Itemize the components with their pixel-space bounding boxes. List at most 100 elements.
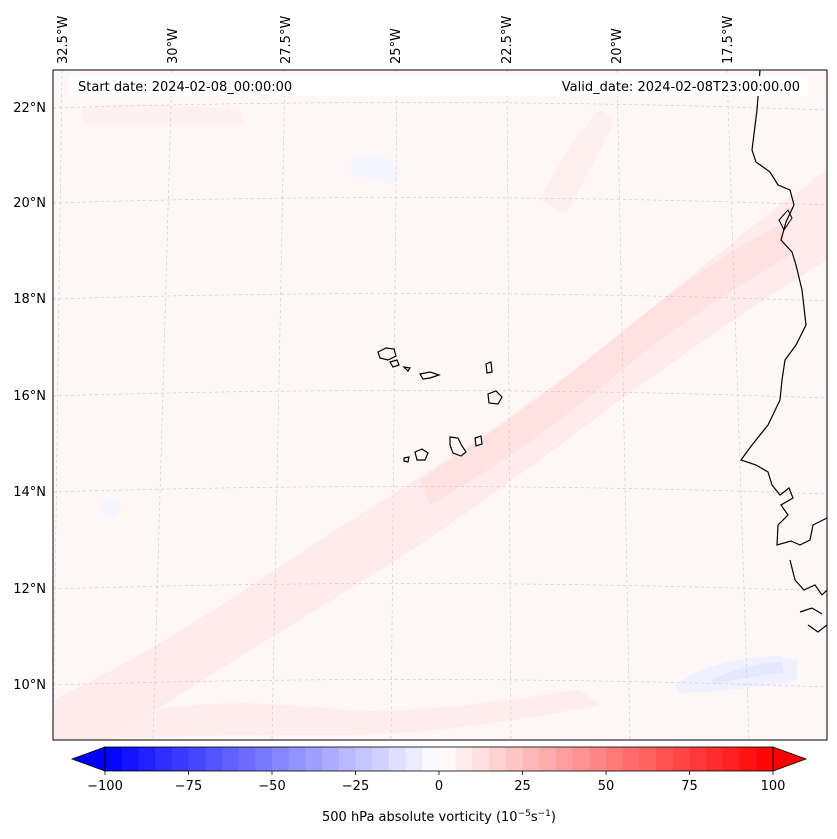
island-santo-antao <box>377 347 397 361</box>
lon-gridline-20 <box>616 70 631 740</box>
colorbar-segment <box>171 747 189 771</box>
colorbar-segment <box>706 747 724 771</box>
colorbar-segment <box>338 747 356 771</box>
negative-vorticity-west <box>100 498 122 520</box>
lon-gridline-32-5 <box>53 70 63 740</box>
lon-label-22-5: 22.5°W <box>500 16 515 64</box>
colorbar-segment <box>555 747 573 771</box>
latitude-labels: 22°N 20°N 18°N 16°N 14°N 12°N 10°N <box>13 101 46 693</box>
colorbar-segment <box>238 747 256 771</box>
island-santa-luzia <box>402 366 412 372</box>
lat-label-16: 16°N <box>13 389 46 404</box>
colorbar-segment <box>672 747 690 771</box>
lat-gridline-16 <box>53 390 827 399</box>
lon-label-30: 30°W <box>166 28 181 64</box>
colorbar-segment <box>288 747 306 771</box>
colorbar-segment <box>422 747 440 771</box>
coastline-inlet <box>778 209 793 231</box>
valid-date-text: Valid_date: 2024-02-08T23:00:00.00 <box>562 80 800 95</box>
lon-label-25: 25°W <box>389 28 404 64</box>
colorbar-tick-label: 50 <box>598 779 615 794</box>
island-sao-nicolau <box>419 371 441 380</box>
colorbar-segment <box>622 747 640 771</box>
lon-gridline-17-5 <box>726 70 750 740</box>
colorbar-segment <box>739 747 757 771</box>
island-boa-vista <box>487 390 503 405</box>
colorbar-segment <box>121 747 139 771</box>
lon-gridline-25 <box>390 70 398 740</box>
colorbar-segment <box>372 747 390 771</box>
island-maio <box>474 435 483 447</box>
colorbar-tick-label: 100 <box>761 779 786 794</box>
lat-gridline-22 <box>53 102 827 111</box>
colorbar-segment <box>455 747 473 771</box>
colorbar-segment <box>472 747 490 771</box>
lat-gridline-14 <box>53 486 827 495</box>
colorbar-segment <box>188 747 206 771</box>
colorbar-segments <box>105 747 774 771</box>
positive-vorticity-north <box>80 104 245 125</box>
positive-vorticity-strip <box>540 110 615 215</box>
colorbar-label: 500 hPa absolute vorticity (10−5s−1) <box>322 809 556 825</box>
colorbar-extend-low <box>70 746 106 772</box>
lon-label-32-5: 32.5°W <box>56 16 71 64</box>
colorbar-segment <box>221 747 239 771</box>
colorbar: −100 −75 −50 −25 0 25 50 75 100 500 hPa absolute… <box>70 746 808 825</box>
colorbar-extend-high <box>772 746 808 772</box>
colorbar-segment <box>388 747 406 771</box>
lat-label-18: 18°N <box>13 292 46 307</box>
lon-label-17-5: 17.5°W <box>721 16 736 64</box>
colorbar-segment <box>305 747 323 771</box>
colorbar-segment <box>522 747 540 771</box>
coastline-south <box>789 559 827 633</box>
colorbar-segment <box>105 747 123 771</box>
african-coastline <box>740 70 827 546</box>
colorbar-segment <box>205 747 223 771</box>
negative-vorticity-core <box>712 662 784 684</box>
colorbar-tick-label: −100 <box>87 779 123 794</box>
map-frame <box>52 69 828 741</box>
date-info-box <box>70 76 808 96</box>
island-sal <box>485 361 493 374</box>
lat-gridline-12 <box>53 583 827 592</box>
map-area <box>53 70 827 740</box>
negative-vorticity-north <box>350 154 400 185</box>
colorbar-segment <box>439 747 457 771</box>
colorbar-segment <box>272 747 290 771</box>
positive-vorticity-south <box>100 690 600 740</box>
island-brava <box>403 456 410 463</box>
island-sao-vicente <box>389 359 400 368</box>
vorticity-contours <box>53 104 827 740</box>
colorbar-segment <box>639 747 657 771</box>
lat-label-14: 14°N <box>13 485 46 500</box>
lat-label-12: 12°N <box>13 582 46 597</box>
positive-vorticity-band <box>53 170 827 740</box>
island-fogo <box>414 448 429 461</box>
longitude-labels: 32.5°W 30°W 27.5°W 25°W 22.5°W 20°W 17.5… <box>56 16 736 64</box>
colorbar-tick-label: −75 <box>175 779 202 794</box>
lat-gridline-20 <box>53 197 827 206</box>
colorbar-segment <box>606 747 624 771</box>
island-santiago <box>449 436 467 457</box>
lon-label-20: 20°W <box>610 28 625 64</box>
colorbar-tick-label: −50 <box>258 779 285 794</box>
colorbar-tick-label: 0 <box>435 779 443 794</box>
colorbar-tick-label: 25 <box>514 779 531 794</box>
colorbar-segment <box>255 747 273 771</box>
colorbar-segment <box>355 747 373 771</box>
colorbar-segment <box>155 747 173 771</box>
colorbar-segment <box>138 747 156 771</box>
lon-gridline-27-5 <box>271 70 286 740</box>
colorbar-ticks: −100 −75 −50 −25 0 25 50 75 100 <box>87 771 785 794</box>
positive-vorticity-core <box>420 225 790 505</box>
lat-label-22: 22°N <box>13 101 46 116</box>
lat-gridline-10 <box>53 679 827 688</box>
lat-label-10: 10°N <box>13 678 46 693</box>
colorbar-tick-label: −25 <box>342 779 369 794</box>
colorbar-segment <box>405 747 423 771</box>
lat-gridline-18 <box>53 293 827 302</box>
map-gridlines <box>53 70 827 740</box>
colorbar-segment <box>756 747 774 771</box>
lon-gridline-22-5 <box>506 70 512 740</box>
colorbar-segment <box>572 747 590 771</box>
